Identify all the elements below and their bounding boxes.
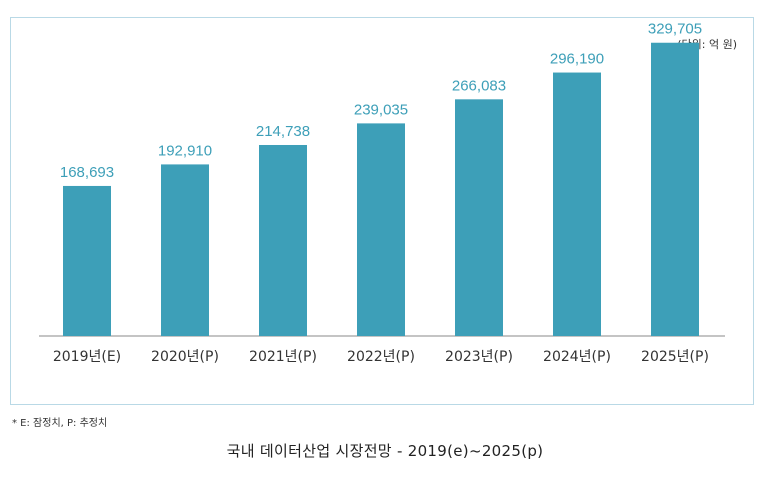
value-label: 239,035 <box>354 101 408 118</box>
bar-2020년(P) <box>161 164 209 336</box>
x-tick-label: 2019년(E) <box>53 349 121 365</box>
value-label: 192,910 <box>158 142 212 159</box>
bar-2025년(P) <box>651 42 699 336</box>
x-tick-label: 2024년(P) <box>543 349 611 365</box>
bar-2024년(P) <box>553 72 601 337</box>
x-tick-label: 2023년(P) <box>445 349 513 365</box>
chart-frame: (단위: 억 원) 168,693 2019년(E) 192,910 2020년(P)… <box>10 17 754 405</box>
bar-chart: (단위: 억 원) 168,6932019년(E)192,9102020년(P)… <box>39 21 737 365</box>
bar-2019년(E) <box>63 185 111 336</box>
footnote: * E: 잠정치, P: 추정치 <box>12 418 108 429</box>
value-label: 296,190 <box>550 51 604 68</box>
x-tick-label: 2022년(P) <box>347 349 415 365</box>
bar-2023년(P) <box>455 99 503 336</box>
bar-2022년(P) <box>357 123 405 336</box>
x-tick-label: 2020년(P) <box>151 349 219 365</box>
x-tick-label: 2025년(P) <box>641 349 709 365</box>
value-label: 214,738 <box>256 123 310 140</box>
bar-2021년(P) <box>259 144 307 336</box>
chart-caption: 국내 데이터산업 시장전망 - 2019(e)~2025(p) <box>226 442 544 460</box>
x-tick-label: 2021년(P) <box>249 349 317 365</box>
value-label: 168,693 <box>60 164 114 181</box>
value-label: 266,083 <box>452 77 506 94</box>
value-label: 329,705 <box>648 21 702 38</box>
